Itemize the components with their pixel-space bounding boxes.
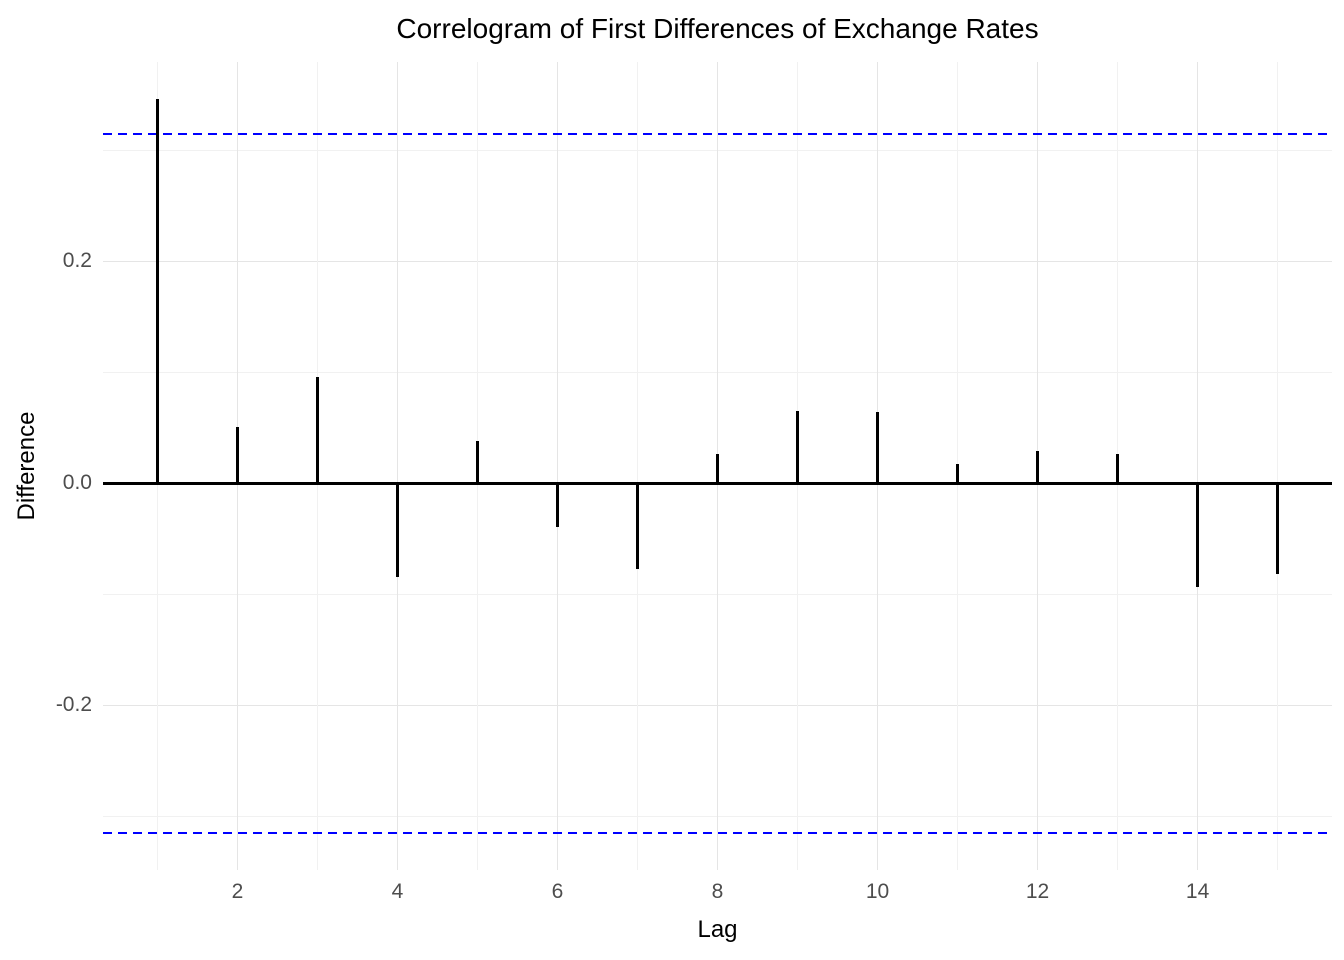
acf-spike-lag-12 — [1036, 451, 1039, 484]
y-tick-label: 0.0 — [62, 471, 92, 495]
confidence-bound-line — [103, 832, 1332, 835]
x-axis-title: Lag — [697, 916, 738, 943]
gridline-x-minor — [636, 62, 638, 870]
y-tick-label: -0.2 — [55, 693, 92, 717]
chart-title: Correlogram of First Differences of Exch… — [396, 13, 1039, 44]
y-tick-label: 0.2 — [62, 249, 92, 273]
x-tick-label: 4 — [391, 880, 404, 903]
acf-spike-lag-5 — [476, 441, 479, 484]
acf-spike-lag-10 — [876, 412, 879, 484]
gridline-x-major — [1197, 62, 1199, 870]
acf-spike-lag-3 — [316, 376, 319, 484]
x-tick-label: 14 — [1185, 880, 1210, 903]
x-tick-label: 2 — [231, 880, 244, 903]
zero-axis-line — [103, 481, 1332, 485]
x-tick-label: 10 — [865, 880, 890, 903]
acf-spike-lag-2 — [236, 426, 239, 484]
x-tick-label: 12 — [1025, 880, 1050, 903]
acf-spike-lag-4 — [396, 483, 399, 577]
gridline-x-major — [556, 62, 558, 870]
acf-spike-lag-8 — [716, 453, 719, 484]
x-tick-label: 6 — [551, 880, 564, 903]
x-tick-label: 8 — [711, 880, 724, 903]
acf-spike-lag-6 — [556, 483, 559, 527]
gridline-x-major — [396, 62, 398, 870]
y-axis-title: Difference — [13, 411, 40, 521]
acf-spike-lag-1 — [156, 99, 159, 484]
acf-spike-lag-11 — [956, 463, 959, 484]
acf-spike-lag-13 — [1116, 453, 1119, 484]
acf-spike-lag-14 — [1196, 483, 1199, 587]
acf-spike-lag-7 — [636, 483, 639, 569]
acf-spike-lag-15 — [1276, 483, 1279, 575]
confidence-bound-line — [103, 132, 1332, 135]
gridline-x-minor — [1277, 62, 1279, 870]
acf-spike-lag-9 — [796, 411, 799, 484]
